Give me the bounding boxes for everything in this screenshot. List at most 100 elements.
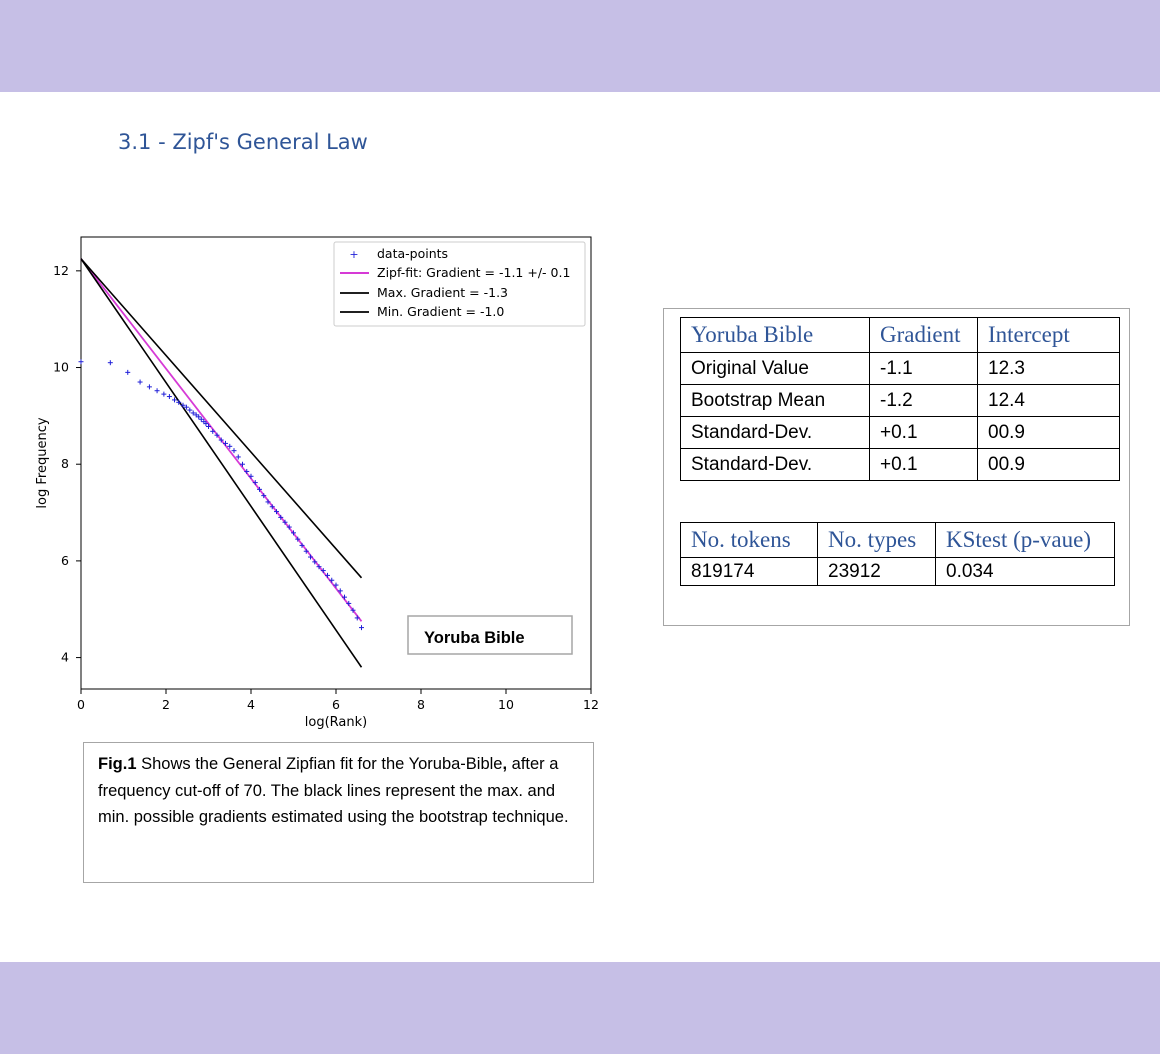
table-cell: Standard-Dev. (680, 448, 870, 481)
data-point (248, 473, 254, 479)
table-cell: 819174 (680, 557, 818, 586)
data-point (183, 404, 189, 410)
table-cell: -1.1 (869, 352, 978, 385)
data-point (350, 607, 356, 613)
header-cell: Intercept (977, 317, 1120, 353)
table-cell: +0.1 (869, 416, 978, 449)
data-point (125, 369, 131, 375)
statistics-panel: Yoruba Bible Gradient Intercept Original… (663, 308, 1130, 626)
data-point (218, 437, 224, 443)
table-cell: 12.3 (977, 352, 1120, 385)
header-cell: Gradient (869, 317, 978, 353)
data-point (223, 440, 228, 446)
data-point (107, 360, 113, 366)
table-cell: Standard-Dev. (680, 416, 870, 449)
header-cell: No. tokens (680, 522, 818, 558)
table-cell: Bootstrap Mean (680, 384, 870, 417)
table-row: Original Value -1.1 12.3 (680, 352, 1120, 385)
data-point (214, 432, 220, 438)
legend-item-max-gradient: Max. Gradient = -1.3 (377, 285, 508, 300)
data-point (286, 524, 292, 530)
data-point (240, 461, 245, 467)
data-point (312, 559, 318, 565)
data-point (172, 397, 177, 403)
data-point (146, 384, 152, 390)
table-row: Standard-Dev. +0.1 00.9 (680, 448, 1120, 481)
y-tick-label: 6 (61, 553, 69, 568)
data-point (342, 594, 347, 600)
y-axis-label: log Frequency (35, 417, 50, 508)
data-point (252, 480, 258, 486)
table-header-row: Yoruba Bible Gradient Intercept (680, 317, 1120, 353)
annotation-label: Yoruba Bible (424, 629, 525, 647)
table-cell: 00.9 (977, 416, 1120, 449)
x-axis-label: log(Rank) (305, 715, 367, 730)
data-point (257, 486, 262, 492)
data-point (354, 615, 360, 621)
data-point (190, 410, 196, 416)
x-tick-label: 10 (498, 697, 514, 712)
data-point (337, 588, 343, 594)
caption-text-continued: after a frequency cut-off of 70. The bla… (98, 755, 569, 826)
caption-comma: , (502, 755, 508, 773)
legend-item-zipf-fit: Zipf-fit: Gradient = -1.1 +/- 0.1 (377, 265, 570, 280)
x-tick-label: 8 (417, 697, 425, 712)
zipf-chart: 0 2 4 6 8 10 12 4 6 8 10 12 log(Rank) log Frequency… (35, 236, 599, 730)
caption-label: Fig.1 (98, 755, 137, 773)
section-heading: 3.1 - Zipf's General Law (118, 130, 368, 154)
data-point (291, 530, 296, 536)
table-cell: -1.2 (869, 384, 978, 417)
table-cell: Original Value (680, 352, 870, 385)
legend: + data-points Zipf-fit: Gradient = -1.1 … (333, 241, 586, 327)
data-point (210, 428, 216, 434)
x-tick-label: 6 (332, 697, 340, 712)
y-tick-label: 4 (61, 650, 69, 665)
data-point (346, 600, 352, 606)
legend-item-min-gradient: Min. Gradient = -1.0 (377, 304, 504, 319)
data-points-series (78, 359, 364, 631)
y-tick-label: 12 (53, 263, 69, 278)
data-point (325, 572, 330, 578)
data-point (359, 625, 364, 631)
data-point (206, 424, 211, 430)
data-point (235, 454, 241, 460)
min-gradient-line (80, 258, 363, 579)
legend-marker-icon: + (349, 248, 358, 261)
data-point (278, 514, 284, 520)
y-tick-label: 10 (53, 360, 69, 375)
x-tick-label: 0 (77, 697, 85, 712)
data-point (303, 548, 309, 554)
table-cell: 23912 (817, 557, 936, 586)
x-tick-label: 12 (583, 697, 599, 712)
table-header-row: No. tokens No. types KStest (p-vaue) (680, 522, 1115, 558)
data-point (261, 493, 267, 499)
table-cell: 00.9 (977, 448, 1120, 481)
data-point (154, 388, 160, 394)
gradient-table: Yoruba Bible Gradient Intercept Original… (680, 317, 1120, 481)
data-point (176, 399, 182, 405)
data-point (193, 412, 199, 418)
x-tick-label: 4 (247, 697, 255, 712)
y-tick-label: 8 (61, 456, 69, 471)
data-point (329, 577, 335, 583)
table-row: 819174 23912 0.034 (680, 557, 1115, 586)
counts-table: No. tokens No. types KStest (p-vaue) 819… (680, 522, 1115, 586)
table-row: Standard-Dev. +0.1 00.9 (680, 416, 1120, 449)
data-point (333, 582, 339, 588)
legend-box (333, 241, 586, 327)
data-point (274, 509, 279, 515)
data-point (198, 416, 204, 422)
table-row: Bootstrap Mean -1.2 12.4 (680, 384, 1120, 417)
header-cell: No. types (817, 522, 936, 558)
data-point (231, 448, 237, 454)
data-point (244, 468, 250, 474)
data-point (187, 407, 193, 413)
figure-caption: Fig.1 Shows the General Zipfian fit for … (83, 742, 594, 883)
annotation-box: Yoruba Bible (407, 615, 573, 655)
data-point (316, 564, 322, 570)
header-cell: Yoruba Bible (680, 317, 870, 353)
data-point (269, 504, 275, 510)
max-gradient-line (80, 258, 363, 668)
data-point (282, 519, 288, 525)
data-point (196, 414, 202, 420)
